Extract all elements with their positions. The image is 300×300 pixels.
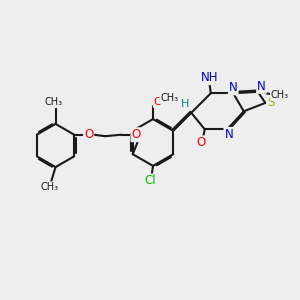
Text: N: N <box>229 81 238 94</box>
Text: O: O <box>196 136 206 149</box>
Text: CH₃: CH₃ <box>271 90 289 100</box>
Text: CH₃: CH₃ <box>40 182 58 192</box>
Text: CH₃: CH₃ <box>160 93 178 103</box>
Text: Cl: Cl <box>144 174 156 188</box>
Text: NH: NH <box>200 71 218 84</box>
Text: S: S <box>267 96 274 110</box>
Text: O: O <box>131 128 141 141</box>
Text: O: O <box>84 128 93 141</box>
Text: CH₃: CH₃ <box>45 97 63 107</box>
Text: N: N <box>224 128 233 141</box>
Text: O: O <box>154 97 163 107</box>
Text: H: H <box>181 99 190 110</box>
Text: N: N <box>257 80 266 93</box>
